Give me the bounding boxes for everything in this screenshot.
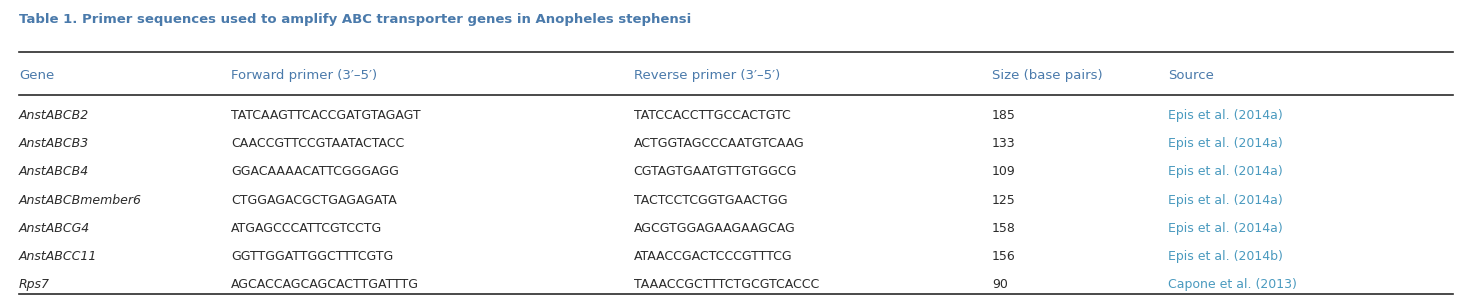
Text: AGCACCAGCAGCACTTGATTTG: AGCACCAGCAGCACTTGATTTG bbox=[231, 278, 420, 292]
Text: AnstABCB2: AnstABCB2 bbox=[19, 109, 88, 122]
Text: Epis et al. (2014a): Epis et al. (2014a) bbox=[1167, 109, 1282, 122]
Text: Epis et al. (2014a): Epis et al. (2014a) bbox=[1167, 137, 1282, 150]
Text: Forward primer (3′–5′): Forward primer (3′–5′) bbox=[231, 69, 377, 82]
Text: Epis et al. (2014a): Epis et al. (2014a) bbox=[1167, 194, 1282, 207]
Text: AnstABCB4: AnstABCB4 bbox=[19, 165, 88, 178]
Text: 90: 90 bbox=[992, 278, 1008, 292]
Text: Rps7: Rps7 bbox=[19, 278, 50, 292]
Text: AnstABCBmember6: AnstABCBmember6 bbox=[19, 194, 141, 207]
Text: Gene: Gene bbox=[19, 69, 54, 82]
Text: CAACCGTTCCGTAATACTACC: CAACCGTTCCGTAATACTACC bbox=[231, 137, 405, 150]
Text: AnstABCC11: AnstABCC11 bbox=[19, 250, 97, 263]
Text: 109: 109 bbox=[992, 165, 1016, 178]
Text: 158: 158 bbox=[992, 222, 1016, 235]
Text: AnstABCB3: AnstABCB3 bbox=[19, 137, 88, 150]
Text: GGTTGGATTGGCTTTCGTG: GGTTGGATTGGCTTTCGTG bbox=[231, 250, 393, 263]
Text: 185: 185 bbox=[992, 109, 1016, 122]
Text: GGACAAAACATTCGGGAGG: GGACAAAACATTCGGGAGG bbox=[231, 165, 399, 178]
Text: ATGAGCCCATTCGTCCTG: ATGAGCCCATTCGTCCTG bbox=[231, 222, 383, 235]
Text: CGTAGTGAATGTTGTGGCG: CGTAGTGAATGTTGTGGCG bbox=[633, 165, 796, 178]
Text: Reverse primer (3′–5′): Reverse primer (3′–5′) bbox=[633, 69, 780, 82]
Text: Capone et al. (2013): Capone et al. (2013) bbox=[1167, 278, 1297, 292]
Text: ATAACCGACTCCCGTTTCG: ATAACCGACTCCCGTTTCG bbox=[633, 250, 792, 263]
Text: TATCCACCTTGCCACTGTC: TATCCACCTTGCCACTGTC bbox=[633, 109, 790, 122]
Text: Epis et al. (2014a): Epis et al. (2014a) bbox=[1167, 222, 1282, 235]
Text: Size (base pairs): Size (base pairs) bbox=[992, 69, 1103, 82]
Text: 133: 133 bbox=[992, 137, 1016, 150]
Text: AnstABCG4: AnstABCG4 bbox=[19, 222, 90, 235]
Text: AGCGTGGAGAAGAAGCAG: AGCGTGGAGAAGAAGCAG bbox=[633, 222, 795, 235]
Text: ACTGGTAGCCCAATGTCAAG: ACTGGTAGCCCAATGTCAAG bbox=[633, 137, 804, 150]
Text: 156: 156 bbox=[992, 250, 1016, 263]
Text: TACTCCTCGGTGAACTGG: TACTCCTCGGTGAACTGG bbox=[633, 194, 788, 207]
Text: TATCAAGTTCACCGATGTAGAGT: TATCAAGTTCACCGATGTAGAGT bbox=[231, 109, 421, 122]
Text: Source: Source bbox=[1167, 69, 1213, 82]
Text: TAAACCGCTTTCTGCGTCACCC: TAAACCGCTTTCTGCGTCACCC bbox=[633, 278, 818, 292]
Text: 125: 125 bbox=[992, 194, 1016, 207]
Text: Epis et al. (2014b): Epis et al. (2014b) bbox=[1167, 250, 1282, 263]
Text: Epis et al. (2014a): Epis et al. (2014a) bbox=[1167, 165, 1282, 178]
Text: Table 1. Primer sequences used to amplify ABC transporter genes in Anopheles ste: Table 1. Primer sequences used to amplif… bbox=[19, 13, 690, 26]
Text: CTGGAGACGCTGAGAGATA: CTGGAGACGCTGAGAGATA bbox=[231, 194, 397, 207]
